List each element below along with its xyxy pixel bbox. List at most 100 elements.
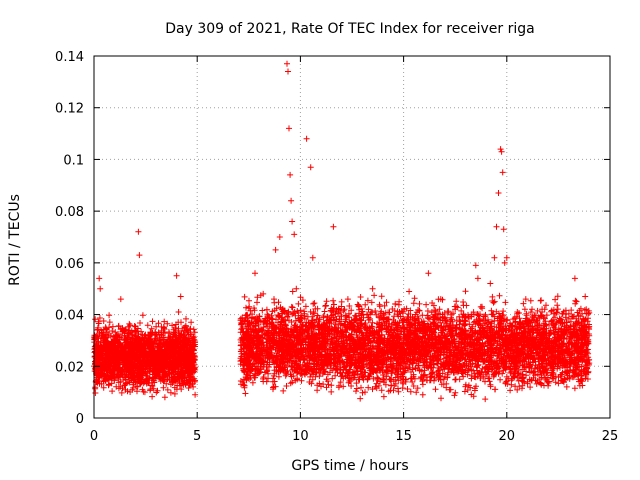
data-point <box>437 296 444 303</box>
y-tick-label: 0.14 <box>55 50 84 65</box>
data-point <box>431 316 438 323</box>
y-axis-label: ROTI / TECUs <box>7 194 23 286</box>
data-point <box>425 270 432 277</box>
data-point <box>95 347 102 354</box>
data-point <box>266 334 273 341</box>
data-point <box>462 288 469 295</box>
data-point <box>159 365 166 372</box>
data-point <box>541 347 547 354</box>
data-point <box>280 316 287 323</box>
x-tick-label: 5 <box>193 429 201 444</box>
data-point <box>173 272 180 279</box>
data-point <box>507 327 514 334</box>
data-point <box>565 340 572 346</box>
data-point <box>545 342 552 349</box>
data-point <box>313 340 320 346</box>
data-point <box>355 337 362 344</box>
data-point <box>400 319 407 326</box>
data-point <box>495 190 502 196</box>
data-point <box>171 358 178 365</box>
data-point <box>134 345 141 352</box>
data-point <box>188 368 194 375</box>
data-point <box>181 324 188 331</box>
data-point <box>291 231 298 238</box>
data-point <box>107 350 114 357</box>
data-point <box>98 334 105 341</box>
data-point <box>498 148 505 155</box>
data-point <box>501 259 508 266</box>
data-point <box>324 347 331 354</box>
data-point <box>472 262 479 269</box>
data-point <box>487 280 494 287</box>
data-point <box>97 285 104 292</box>
data-point <box>307 164 314 171</box>
data-point <box>410 332 417 339</box>
data-point <box>396 309 403 315</box>
data-point <box>338 342 345 349</box>
x-tick-label: 0 <box>90 429 98 444</box>
data-point <box>458 340 465 346</box>
data-point <box>555 352 562 359</box>
data-point <box>386 329 393 336</box>
axis-ticks: 0 5 10 15 20 25 0 0.02 0.04 0.06 0.08 0.1 0.12 0.14 <box>55 50 618 444</box>
data-point <box>530 316 537 323</box>
plot-frame <box>93 55 611 419</box>
dense-point-cloud <box>91 288 593 403</box>
data-point <box>576 319 582 326</box>
x-tick-label: 15 <box>395 429 412 444</box>
data-point <box>524 334 531 341</box>
data-point <box>132 334 139 341</box>
data-point <box>500 226 507 233</box>
y-tick-label: 0.12 <box>55 102 84 117</box>
data-point <box>128 360 135 367</box>
data-point <box>96 275 103 282</box>
data-point <box>466 342 473 349</box>
data-point <box>534 327 541 334</box>
data-point <box>491 254 498 261</box>
data-point <box>551 337 558 344</box>
data-point <box>260 290 267 297</box>
data-point <box>286 125 292 132</box>
data-point <box>272 246 279 253</box>
data-point <box>334 345 341 352</box>
data-point <box>135 228 142 235</box>
data-point <box>245 337 252 344</box>
data-point <box>117 296 124 303</box>
data-point <box>303 135 310 142</box>
data-point <box>417 340 424 346</box>
data-point <box>297 314 304 321</box>
data-point <box>175 309 182 315</box>
data-point <box>152 352 159 359</box>
data-point <box>136 252 143 259</box>
data-point <box>582 293 589 300</box>
data-point <box>479 303 485 310</box>
x-tick-label: 20 <box>499 429 516 444</box>
data-point <box>359 342 366 349</box>
data-point <box>330 223 337 230</box>
data-point <box>185 363 192 370</box>
data-point <box>285 68 291 75</box>
data-point <box>163 355 170 362</box>
data-point <box>375 324 382 331</box>
data-point <box>256 327 263 334</box>
chart-title: Day 309 of 2021, Rate Of TEC Index for r… <box>165 21 534 37</box>
data-point <box>101 358 108 365</box>
y-tick-label: 0.04 <box>55 309 84 324</box>
data-point <box>344 296 351 303</box>
data-point <box>421 327 428 334</box>
y-tick-label: 0.1 <box>63 153 84 168</box>
data-point <box>470 319 477 326</box>
data-point <box>122 352 128 359</box>
y-tick-label: 0 <box>76 412 84 427</box>
data-point <box>571 275 578 282</box>
data-point <box>183 352 190 359</box>
data-point <box>561 332 568 339</box>
data-point <box>380 347 386 354</box>
data-point <box>287 171 294 178</box>
data-point <box>142 360 149 367</box>
data-point <box>349 319 355 326</box>
data-point <box>390 340 397 346</box>
data-point <box>237 358 244 365</box>
data-point <box>288 197 295 204</box>
